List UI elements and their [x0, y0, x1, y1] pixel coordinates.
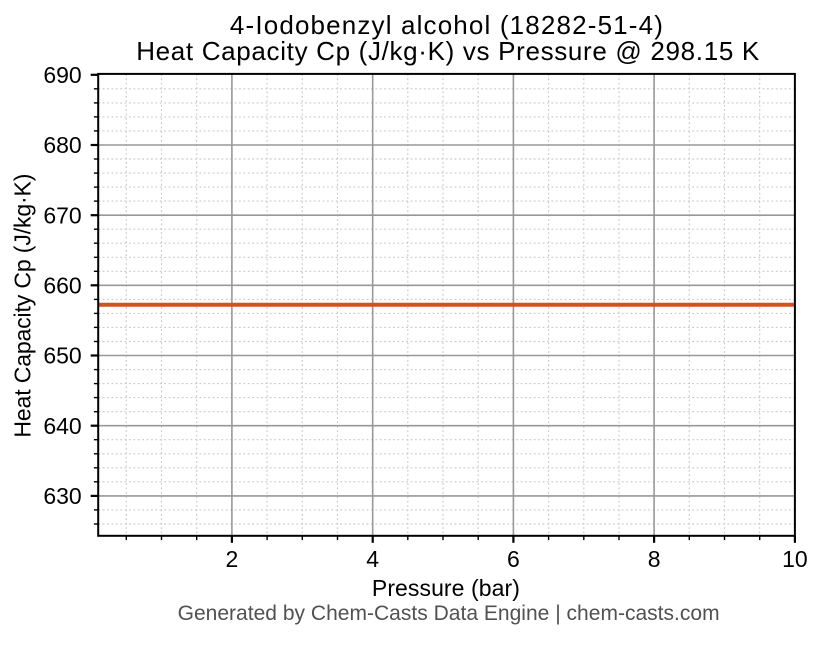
svg-text:Heat Capacity Cp (J/kg·K): Heat Capacity Cp (J/kg·K): [10, 174, 36, 438]
svg-text:650: 650: [43, 343, 81, 369]
svg-text:630: 630: [43, 483, 81, 509]
svg-text:Heat Capacity Cp (J/kg·K) vs P: Heat Capacity Cp (J/kg·K) vs Pressure @ …: [136, 36, 760, 66]
svg-text:Generated by Chem-Casts Data E: Generated by Chem-Casts Data Engine | ch…: [178, 602, 720, 625]
svg-text:Pressure (bar): Pressure (bar): [372, 575, 520, 601]
svg-text:8: 8: [648, 546, 661, 572]
svg-text:6: 6: [507, 546, 520, 572]
svg-text:2: 2: [226, 546, 239, 572]
svg-text:4-Iodobenzyl alcohol (18282-51: 4-Iodobenzyl alcohol (18282-51-4): [230, 10, 663, 40]
svg-text:670: 670: [43, 202, 81, 228]
svg-text:640: 640: [43, 413, 81, 439]
svg-text:680: 680: [43, 132, 81, 158]
svg-text:4: 4: [366, 546, 379, 572]
svg-text:10: 10: [782, 546, 808, 572]
svg-text:660: 660: [43, 273, 81, 299]
svg-text:690: 690: [43, 62, 81, 88]
